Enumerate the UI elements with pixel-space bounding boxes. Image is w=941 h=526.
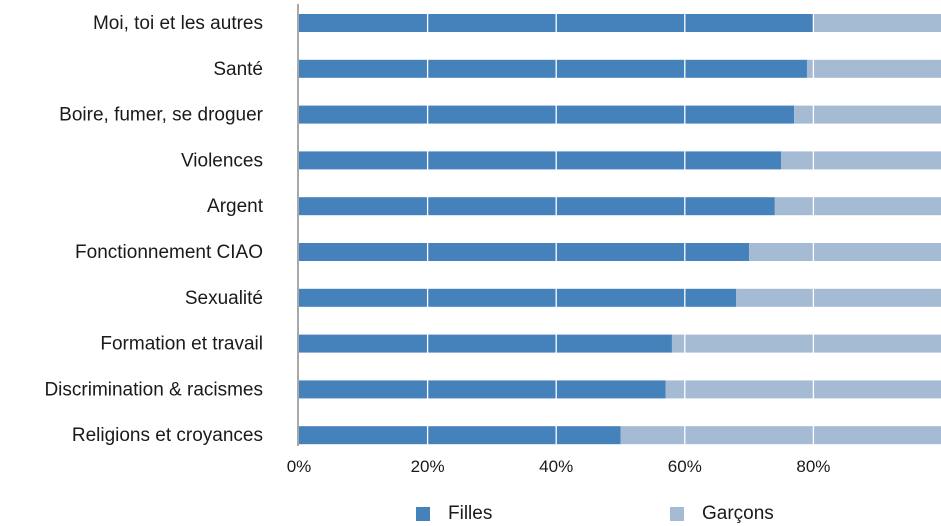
category-label: Santé xyxy=(213,59,263,80)
legend-item-filles: Filles xyxy=(416,503,492,525)
bar-filles-6 xyxy=(299,288,737,307)
x-tick-label: 0% xyxy=(287,457,312,476)
legend-label-garcons: Garçons xyxy=(702,503,774,524)
category-label: Fonctionnement CIAO xyxy=(75,242,263,263)
category-labels: Moi, toi et les autres Santé Boire, fumer,… xyxy=(44,13,263,446)
bar-filles-8 xyxy=(299,380,666,399)
bar-garcons-6 xyxy=(736,288,941,307)
x-tick-label: 60% xyxy=(668,457,702,476)
category-label: Religions et croyances xyxy=(72,425,263,446)
gridlines xyxy=(426,4,815,446)
bar-filles-5 xyxy=(299,243,750,261)
stacked-bar-chart: Moi, toi et les autres Santé Boire, fumer,… xyxy=(44,4,941,476)
bar-garcons-5 xyxy=(749,243,941,261)
category-label: Boire, fumer, se droguer xyxy=(59,105,263,126)
category-label: Discrimination & racismes xyxy=(44,379,263,400)
legend-item-garcons: Garçons xyxy=(670,503,774,525)
legend-label-filles: Filles xyxy=(448,503,493,524)
bar-garcons-0 xyxy=(813,14,941,32)
bar-garcons-7 xyxy=(671,334,941,353)
x-tick-labels: 0% 20% 40% 60% 80% xyxy=(287,457,831,476)
bar-garcons-1 xyxy=(806,59,941,78)
category-label: Argent xyxy=(207,196,264,217)
x-tick-label: 80% xyxy=(796,457,830,476)
category-label: Formation et travail xyxy=(100,334,263,355)
bar-filles-9 xyxy=(299,426,621,445)
legend: Filles Garçons xyxy=(0,503,941,526)
bar-garcons-3 xyxy=(781,151,941,170)
legend-swatch-garcons xyxy=(670,507,684,521)
bar-filles-1 xyxy=(299,59,807,78)
category-label: Violences xyxy=(181,150,263,171)
legend-swatch-filles xyxy=(416,507,430,521)
bar-garcons-4 xyxy=(774,197,941,216)
bar-filles-4 xyxy=(299,197,775,216)
bar-garcons-9 xyxy=(620,426,941,445)
bar-garcons-2 xyxy=(794,105,941,124)
bar-garcons-8 xyxy=(665,380,941,399)
x-tick-label: 20% xyxy=(411,457,445,476)
bar-filles-3 xyxy=(299,151,782,170)
category-label: Sexualité xyxy=(185,288,263,309)
category-label: Moi, toi et les autres xyxy=(93,13,263,34)
bars-group xyxy=(299,14,941,445)
x-tick-label: 40% xyxy=(539,457,573,476)
bar-filles-7 xyxy=(299,334,672,353)
bar-filles-2 xyxy=(299,105,795,124)
